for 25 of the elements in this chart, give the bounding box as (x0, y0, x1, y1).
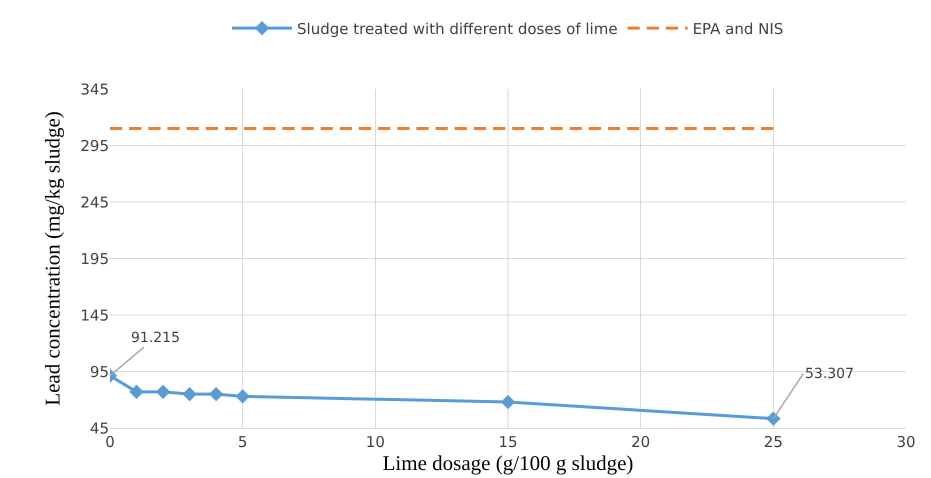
point (129, 384, 144, 399)
point (766, 411, 780, 426)
legend-label: Sludge treated with different doses of lime (297, 20, 618, 38)
x-tick-label: 20 (631, 433, 650, 451)
x-tick-label: 10 (366, 433, 385, 451)
x-axis-title: Lime dosage (g/100 g sludge) (382, 451, 634, 475)
x-tick-label: 15 (498, 433, 518, 451)
y-axis-title: Lead concentration (mg/kg sludge) (40, 111, 65, 406)
point (208, 386, 224, 402)
point (500, 394, 516, 410)
data-label: 53.307 (805, 366, 854, 382)
x-tick-label: 25 (764, 433, 783, 451)
y-tick-label: 145 (80, 306, 109, 324)
point (236, 389, 250, 404)
x-tick-label: 30 (896, 433, 916, 451)
y-tick-label: 345 (80, 80, 109, 98)
point (156, 384, 170, 399)
y-tick-label: 295 (80, 136, 109, 155)
point (182, 386, 197, 402)
x-tick-label: 5 (238, 433, 248, 451)
y-tick-label: 95 (90, 362, 109, 381)
y-tick-label: 195 (80, 250, 109, 268)
data-label: 91.215 (131, 330, 180, 346)
legend-label: EPA and NIS (692, 20, 784, 38)
y-tick-label: 245 (80, 193, 109, 212)
